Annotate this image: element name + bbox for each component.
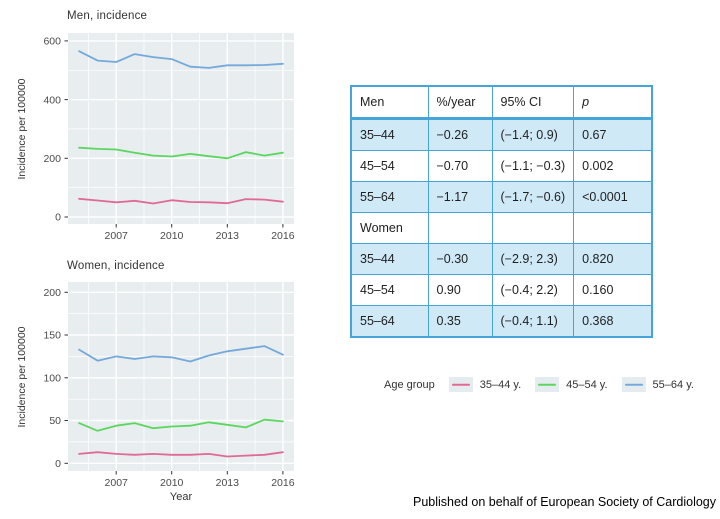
x-tick-label: 2016 <box>271 477 295 489</box>
table-cell: −0.70 <box>427 150 493 182</box>
x-axis-label: Year <box>169 491 193 503</box>
table-row: 45–54 −0.70 (−1.1; −0.3) 0.002 <box>350 150 653 182</box>
series-line <box>78 50 284 69</box>
publisher-note: Published on behalf of European Society … <box>413 495 716 509</box>
age-group-legend: Age group 35–44 y. 45–54 y. 55–64 y. <box>384 377 694 392</box>
y-tick-label: 600 <box>43 36 61 48</box>
table-cell: 0.368 <box>573 305 653 338</box>
table-cell: 35–44 <box>350 243 429 275</box>
men-y-axis-label: Incidence per 100000 <box>16 78 28 180</box>
table-row: 35–44 −0.26 (−1.4; 0.9) 0.67 <box>350 118 653 151</box>
men-chart-plot: 0 200 400 600 2007 2010 2013 2016 <box>43 33 295 242</box>
legend-title: Age group <box>384 378 435 391</box>
col-header: Men <box>350 85 429 120</box>
table-row: 35–44 −0.30 (−2.9; 2.3) 0.820 <box>350 243 653 275</box>
table-cell: 0.002 <box>573 150 653 182</box>
col-header: 95% CI <box>491 85 575 120</box>
table-cell: (−1.7; −0.6) <box>491 181 575 213</box>
table-cell: 0.160 <box>573 274 653 306</box>
x-tick-label: 2010 <box>160 477 184 489</box>
legend-key-swatch <box>535 377 560 392</box>
table-row: 55–64 −1.17 (−1.7; −0.6) <0.0001 <box>350 181 653 213</box>
y-tick-label: 200 <box>43 287 61 299</box>
women-chart-title: Women, incidence <box>67 260 165 272</box>
y-tick-label: 400 <box>43 94 61 106</box>
table-cell: 0.35 <box>427 305 493 338</box>
table-cell: 45–54 <box>350 150 429 182</box>
table-row: 45–54 0.90 (−0.4; 2.2) 0.160 <box>350 274 653 306</box>
table-cell <box>491 212 575 244</box>
table-cell: 0.67 <box>573 118 653 151</box>
table-cell: (−1.4; 0.9) <box>491 118 575 151</box>
x-tick-label: 2007 <box>105 477 129 489</box>
legend-key-line <box>624 383 643 386</box>
table-cell: Women <box>350 212 429 244</box>
table-cell: 45–54 <box>350 274 429 306</box>
col-header: %/year <box>427 85 493 120</box>
legend-key-line <box>451 383 470 386</box>
x-tick-label: 2013 <box>216 230 240 242</box>
table-cell: 0.820 <box>573 243 653 275</box>
stats-table-header-row: Men %/year 95% CI p <box>350 85 653 120</box>
y-tick-label: 0 <box>55 458 61 470</box>
table-cell: 55–64 <box>350 181 429 213</box>
y-tick-label: 50 <box>49 415 61 427</box>
legend-item-label: 35–44 y. <box>479 378 522 391</box>
y-tick-label: 100 <box>43 373 61 385</box>
table-cell: −0.30 <box>427 243 493 275</box>
women-chart-plot: 0 50 100 150 200 2007 2010 2013 2016 <box>43 282 295 489</box>
table-cell: (−2.9; 2.3) <box>491 243 575 275</box>
table-cell: −1.17 <box>427 181 493 213</box>
table-row: Women <box>350 212 653 244</box>
y-tick-label: 150 <box>43 330 61 342</box>
table-row: 55–64 0.35 (−0.4; 1.1) 0.368 <box>350 305 653 338</box>
legend-key-swatch <box>448 377 473 392</box>
table-cell: 35–44 <box>350 118 429 151</box>
series-line <box>78 418 284 432</box>
table-cell <box>427 212 493 244</box>
men-chart-title: Men, incidence <box>67 10 148 22</box>
y-tick-label: 200 <box>43 153 61 165</box>
table-cell: 0.90 <box>427 274 493 306</box>
table-cell <box>573 212 653 244</box>
series-line <box>78 451 284 458</box>
x-tick-label: 2013 <box>216 477 240 489</box>
table-cell: (−0.4; 2.2) <box>491 274 575 306</box>
y-tick-label: 0 <box>55 212 61 224</box>
table-cell: −0.26 <box>427 118 493 151</box>
table-cell: <0.0001 <box>573 181 653 213</box>
col-header: p <box>573 85 653 120</box>
table-cell: (−0.4; 1.1) <box>491 305 575 338</box>
series-line <box>78 345 284 363</box>
plot-panel <box>68 282 294 471</box>
men-incidence-chart: 0 200 400 600 2007 2010 2013 2016 Men, incidenc… <box>0 0 320 250</box>
table-cell: (−1.1; −0.3) <box>491 150 575 182</box>
stats-table: Men %/year 95% CI p 35–44 −0.26 (−1.4; 0.9) 0.… <box>350 85 653 338</box>
legend-item-label: 45–54 y. <box>566 378 608 391</box>
x-tick-label: 2016 <box>271 230 295 242</box>
series-line <box>78 197 284 205</box>
legend-key-swatch <box>621 377 646 392</box>
legend-key-line <box>538 383 557 386</box>
legend-item-label: 55–64 y. <box>652 378 694 391</box>
women-incidence-chart: 0 50 100 150 200 2007 2010 2013 2016 Women, inci… <box>0 250 320 519</box>
x-tick-label: 2007 <box>105 230 129 242</box>
series-line <box>78 146 284 160</box>
x-tick-label: 2010 <box>160 230 184 242</box>
table-cell: 55–64 <box>350 305 429 338</box>
women-y-axis-label: Incidence per 100000 <box>16 326 28 428</box>
